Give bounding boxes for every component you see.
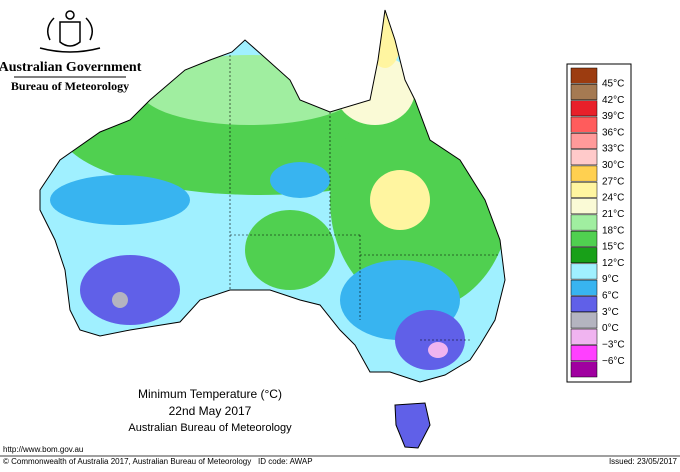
legend-swatch <box>570 214 598 231</box>
state-borders <box>229 55 500 341</box>
coat-of-arms <box>39 10 101 53</box>
legend-swatch <box>570 84 598 100</box>
legend-label: 18°C <box>602 225 624 236</box>
legend-label: 24°C <box>602 193 624 204</box>
legend-swatch <box>570 296 598 312</box>
legend-label: 6°C <box>602 291 619 302</box>
legend-swatch <box>570 345 598 361</box>
legend-label: 39°C <box>602 111 624 122</box>
legend-swatch <box>570 149 598 166</box>
map-date: 22nd May 2017 <box>169 404 252 418</box>
legend-swatch <box>570 100 598 117</box>
legend-swatch <box>570 198 598 215</box>
legend-label: 21°C <box>602 209 624 220</box>
footer-url: http://www.bom.gov.au <box>3 445 83 454</box>
map-source: Australian Bureau of Meteorology <box>128 422 292 434</box>
map-title: Minimum Temperature (°C) <box>138 387 282 401</box>
legend-swatch <box>570 133 598 149</box>
legend-swatch <box>570 361 598 378</box>
legend-swatch <box>570 247 598 264</box>
tasmania <box>394 402 431 449</box>
legend-swatch <box>570 312 598 329</box>
legend-label: 45°C <box>602 78 624 89</box>
legend-label: 42°C <box>602 95 624 106</box>
legend-swatch <box>570 279 598 296</box>
legend-label: 33°C <box>602 144 624 155</box>
legend-label: 36°C <box>602 127 624 138</box>
legend-label: 9°C <box>602 274 619 285</box>
legend-label: −3°C <box>602 340 625 351</box>
legend-swatch <box>570 230 598 247</box>
legend-label: 27°C <box>602 176 624 187</box>
agency-name: Australian Government <box>0 60 142 75</box>
legend-swatch <box>570 328 598 345</box>
footer-id: ID code: AWAP <box>258 457 313 466</box>
legend: 45°C 42°C 39°C 36°C 33°C 30°C 27°C 24°C 21°C 18°C… <box>570 67 625 378</box>
bureau-name: Bureau of Meteorology <box>11 79 129 93</box>
legend-label: 12°C <box>602 258 624 269</box>
footer-copyright: © Commonwealth of Australia 2017, Austra… <box>3 457 251 466</box>
legend-label: 30°C <box>602 160 624 171</box>
legend-swatch <box>570 67 598 84</box>
legend-swatch <box>570 116 598 133</box>
footer-issued: Issued: 23/05/2017 <box>609 457 678 466</box>
legend-label: 3°C <box>602 307 619 318</box>
legend-label: 15°C <box>602 242 624 253</box>
legend-swatch <box>570 181 598 198</box>
legend-label: −6°C <box>602 356 625 367</box>
legend-label: 0°C <box>602 323 619 334</box>
legend-swatch <box>570 263 598 280</box>
legend-swatch <box>570 165 598 182</box>
